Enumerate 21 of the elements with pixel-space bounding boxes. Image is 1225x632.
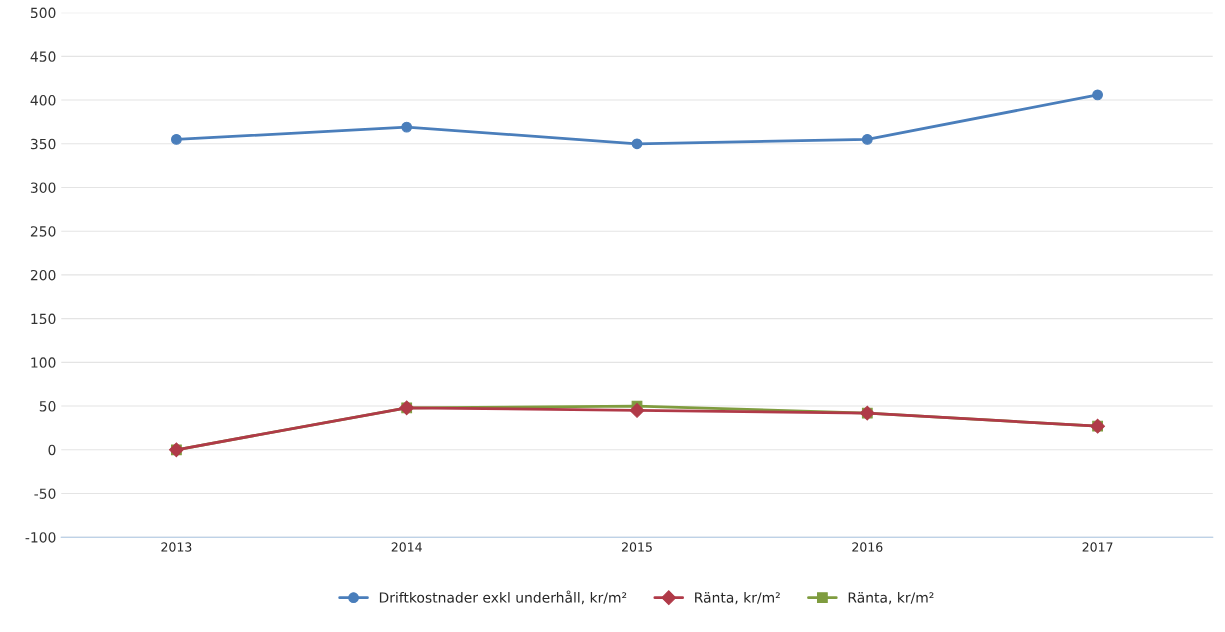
- y-tick-label: 200: [30, 269, 56, 281]
- legend-label: Driftkostnader exkl underhåll, kr/m²: [379, 590, 627, 605]
- x-tick-label: 2016: [852, 542, 883, 552]
- y-tick-label: 250: [30, 226, 56, 237]
- legend-label: Ränta, kr/m²: [848, 592, 934, 605]
- x-tick-label: 2017: [1082, 542, 1113, 552]
- y-tick-label: 350: [30, 138, 56, 150]
- y-tick-label: 0: [48, 444, 56, 456]
- y-tick-label: 100: [31, 357, 56, 368]
- y-tick-label: 150: [31, 313, 56, 325]
- x-tick-label: 2013: [161, 542, 192, 552]
- y-tick-label: 50: [39, 401, 56, 412]
- legend-label: Ränta, kr/m²: [695, 592, 780, 605]
- y-tick-label: -50: [34, 488, 56, 499]
- y-tick-label: 450: [30, 51, 56, 62]
- y-tick-label: 400: [30, 95, 56, 106]
- x-tick-label: 2014: [391, 542, 422, 552]
- y-tick-label: -100: [25, 532, 56, 543]
- y-tick-label: 300: [30, 182, 56, 193]
- y-tick-label: 500: [30, 7, 56, 19]
- x-tick-label: 2015: [622, 542, 652, 552]
